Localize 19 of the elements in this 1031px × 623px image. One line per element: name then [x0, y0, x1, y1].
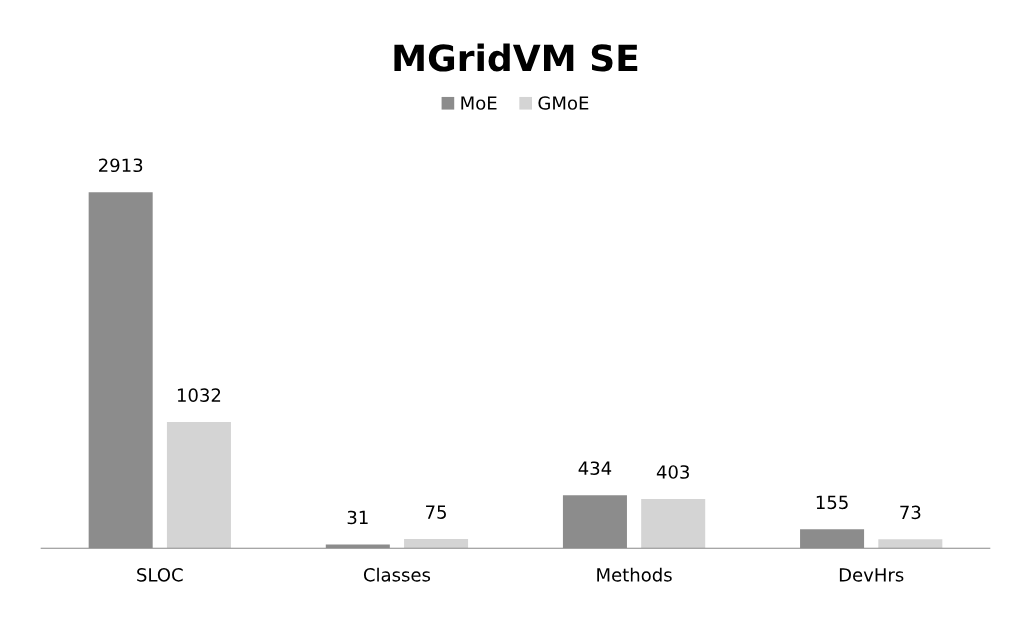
- legend-label: GMoE: [538, 96, 589, 110]
- x-tick-label: Methods: [597, 567, 672, 582]
- data-label: 1032: [177, 388, 221, 402]
- bar: [166, 422, 231, 549]
- data-label: 434: [578, 461, 612, 476]
- x-tick-label: Classes: [363, 567, 431, 582]
- bar: [641, 498, 706, 549]
- bar: [878, 539, 943, 549]
- data-label: 31: [347, 510, 368, 525]
- chart-title: MGridVM SE: [394, 43, 638, 72]
- data-label: 403: [656, 465, 689, 479]
- legend-label: MoE: [461, 96, 497, 110]
- data-label: 2913: [99, 158, 143, 173]
- bar: [404, 539, 469, 549]
- data-label: 73: [900, 505, 921, 520]
- data-label: 75: [426, 505, 446, 519]
- x-tick-label: SLOC: [137, 568, 183, 582]
- data-label: 155: [816, 495, 848, 510]
- x-tick-label: DevHrs: [839, 568, 904, 582]
